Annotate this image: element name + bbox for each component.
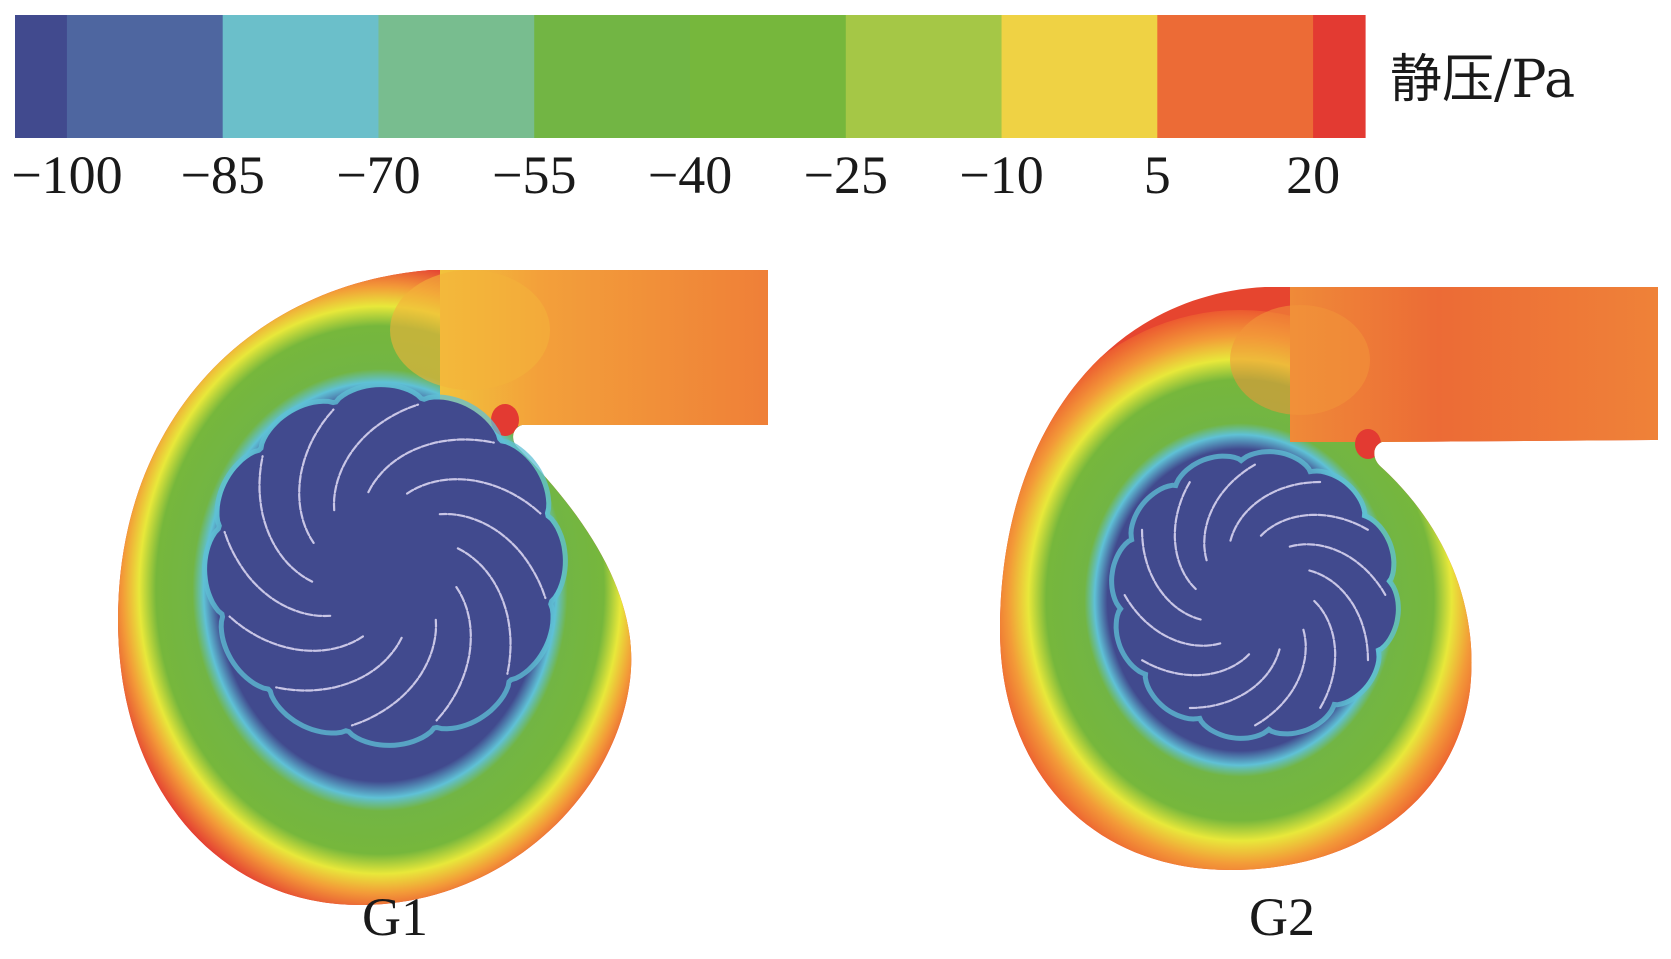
colorbar-tick-label: −10 (959, 145, 1043, 205)
impeller-blade (1253, 628, 1307, 727)
impeller-blade (1203, 463, 1257, 562)
colorbar-band (1313, 15, 1366, 138)
colorbar-band (534, 15, 691, 138)
impeller-blade (1288, 543, 1387, 597)
impeller-blade (1173, 480, 1197, 591)
impeller-blade (1123, 593, 1222, 647)
colorbar-tick-label: −55 (492, 145, 576, 205)
impeller-blade (1313, 599, 1337, 710)
impeller-blade (1140, 528, 1202, 621)
colorbar-band (66, 15, 224, 138)
impeller-blade (438, 512, 547, 600)
impeller-blade (435, 586, 472, 722)
colorbar-band (222, 15, 380, 138)
impeller-low-pressure-zone (1114, 454, 1396, 736)
impeller-blade (1308, 569, 1370, 662)
impeller-blade (406, 478, 542, 515)
impeller-blade (456, 547, 512, 675)
impeller-blade (228, 615, 364, 652)
impeller-low-pressure-zone (207, 387, 563, 743)
colorbar-tick-label: −100 (11, 145, 122, 205)
colorbar-band (690, 15, 847, 138)
panel-g2: G2 (1000, 287, 1658, 947)
impeller-blade (298, 408, 335, 544)
impeller-blade (332, 403, 420, 512)
impeller-blade (1229, 480, 1322, 542)
colorbar-tick-label: −40 (648, 145, 732, 205)
colorbar-tick-label: −70 (336, 145, 420, 205)
colorbar-band (378, 15, 535, 138)
colorbar-tick-label: 5 (1144, 145, 1171, 205)
g1-tongue-high-pressure (491, 404, 519, 436)
colorbar-band (15, 15, 68, 138)
impeller-blade (350, 618, 438, 727)
impeller-blade (1259, 513, 1370, 537)
impeller-blade (275, 636, 403, 692)
g2-impeller (1109, 449, 1401, 741)
colorbar-band (845, 15, 1003, 138)
colorbar-tick-label: 20 (1286, 145, 1340, 205)
panel-g1: G1 (118, 270, 768, 947)
impeller-blade (258, 455, 314, 583)
colorbar-band (1157, 15, 1314, 138)
impeller-blade (367, 438, 495, 494)
impeller-blade (223, 530, 332, 618)
colorbar-ticks: −100 −85 −70 −55 −40 −25 −10 5 20 (11, 145, 1340, 205)
impeller-blade (1188, 648, 1281, 710)
g1-impeller (202, 382, 568, 748)
colorbar-band (1001, 15, 1158, 138)
colorbar (15, 15, 1366, 138)
colorbar-tick-label: −25 (804, 145, 888, 205)
panel-label-g2: G2 (1249, 887, 1315, 947)
impeller-blade (1140, 653, 1251, 677)
colorbar-title: 静压/Pa (1390, 50, 1575, 110)
g2-tongue-high-pressure (1355, 429, 1381, 459)
colorbar-tick-label: −85 (180, 145, 264, 205)
panel-label-g1: G1 (362, 887, 428, 947)
